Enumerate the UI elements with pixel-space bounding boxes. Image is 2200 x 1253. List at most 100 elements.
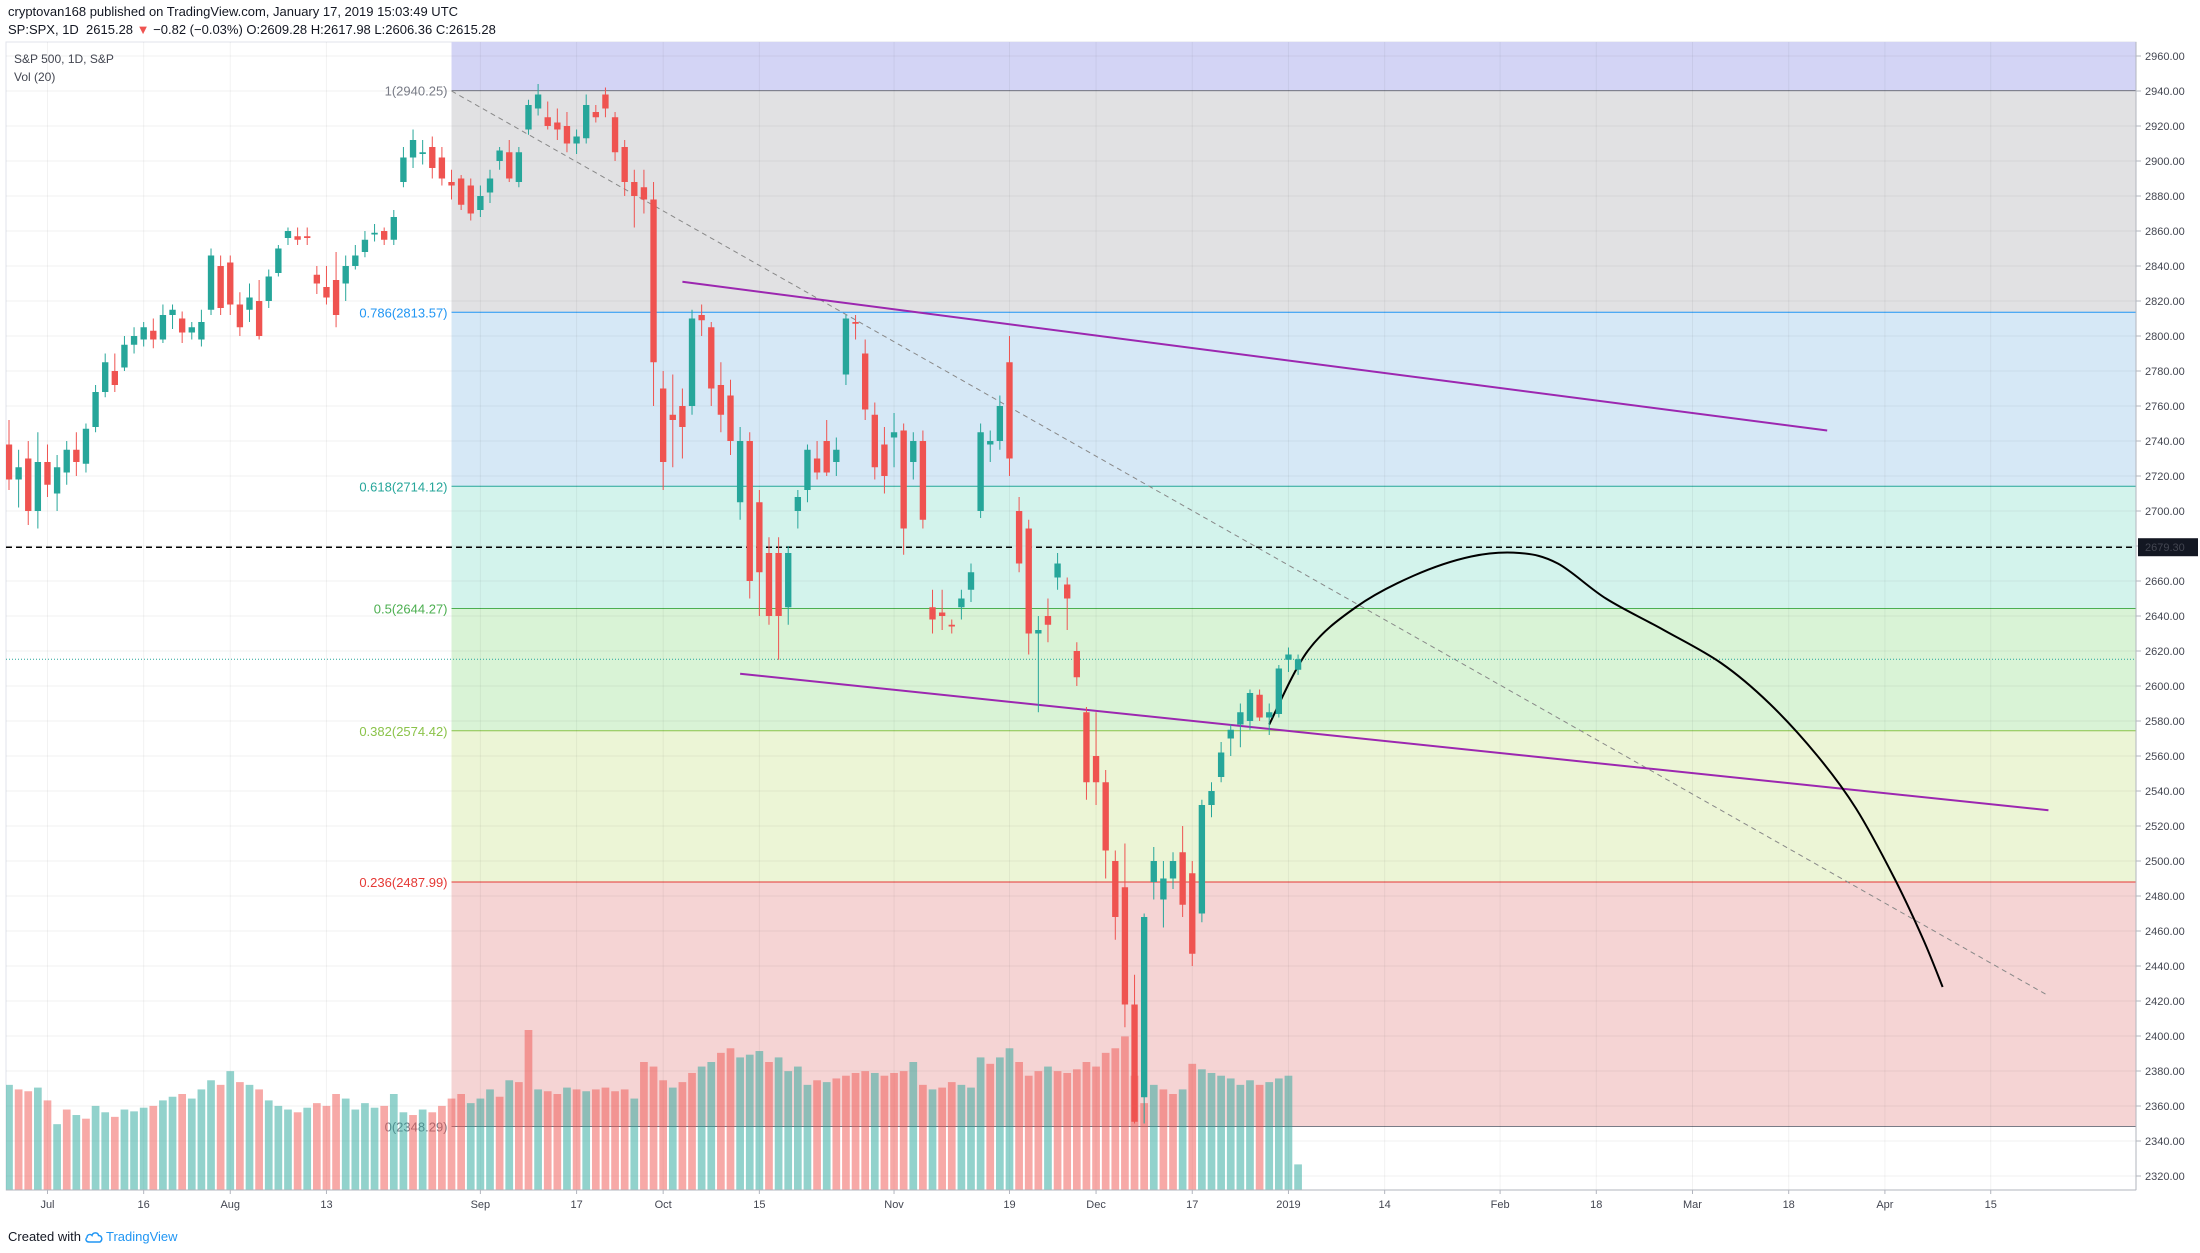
candle: [467, 178, 474, 221]
price-tick-label: 2820.00: [2145, 296, 2185, 308]
last-price: 2615.28: [86, 22, 134, 37]
candle-body: [727, 395, 734, 441]
brand-label: TradingView: [105, 1229, 178, 1244]
candle-body: [130, 336, 138, 345]
candle: [621, 140, 628, 196]
candle-body: [15, 467, 22, 480]
candle-body: [506, 152, 513, 179]
price-tick-label: 2640.00: [2145, 611, 2185, 623]
candle-body: [188, 327, 195, 333]
current-price-label: 2679.30: [2145, 542, 2185, 554]
price-tick-label: 2560.00: [2145, 751, 2185, 763]
volume-bar: [928, 1089, 937, 1190]
volume-bar: [120, 1109, 129, 1190]
volume-bar: [601, 1087, 610, 1190]
candle: [265, 269, 272, 308]
time-tick-label: 16: [138, 1199, 150, 1211]
candle-body: [361, 239, 369, 252]
series-legend[interactable]: S&P 500, 1D, S&P: [14, 52, 114, 66]
time-tick-label: Oct: [655, 1199, 672, 1211]
publisher-link[interactable]: cryptovan168: [8, 4, 87, 19]
candle-body: [862, 353, 869, 410]
volume-bar: [130, 1111, 138, 1190]
candle-body: [1073, 651, 1080, 678]
candle-body: [736, 441, 744, 503]
volume-bar: [726, 1048, 735, 1190]
candle-body: [313, 274, 321, 284]
candle: [217, 255, 224, 315]
candle: [708, 322, 715, 406]
candle: [419, 140, 426, 165]
volume-bar: [803, 1084, 812, 1190]
candle: [332, 252, 340, 328]
candle-body: [400, 157, 407, 182]
published-header: cryptovan168 published on TradingView.co…: [8, 4, 458, 19]
fib-level-label: 0.618(2714.12): [359, 479, 447, 494]
volume-bar: [139, 1107, 148, 1190]
candle: [390, 210, 397, 245]
price-tick-label: 2420.00: [2145, 996, 2185, 1008]
volume-bar: [466, 1103, 475, 1190]
candle: [1044, 598, 1052, 643]
volume-bar: [774, 1057, 783, 1190]
volume-bar: [207, 1080, 215, 1190]
fib-zone: [451, 90, 2136, 313]
candle-body: [534, 94, 542, 109]
candle-body: [255, 301, 263, 336]
fib-level-label: 0.382(2574.42): [359, 724, 447, 739]
fib-zone-top: [451, 42, 2136, 91]
candle: [1035, 616, 1042, 713]
volume-bar: [1169, 1094, 1177, 1190]
candle: [592, 105, 599, 123]
candle: [448, 169, 455, 200]
candle: [765, 537, 773, 625]
candle-body: [669, 414, 676, 420]
candle-body: [631, 182, 638, 196]
candle-body: [1217, 752, 1225, 777]
candle-body: [563, 126, 571, 144]
volume-bar: [53, 1124, 61, 1190]
candle-body: [63, 449, 70, 473]
volume-layer: [6, 1030, 1302, 1190]
volume-bar: [361, 1103, 369, 1190]
candle: [34, 432, 42, 529]
candle: [611, 112, 619, 161]
candle-body: [775, 553, 782, 616]
candle: [1227, 724, 1234, 756]
candle-body: [304, 236, 311, 238]
volume-bar: [919, 1084, 927, 1190]
candle: [1266, 703, 1273, 735]
candle-body: [342, 266, 349, 284]
candle-body: [381, 231, 388, 240]
candle-body: [1083, 712, 1090, 783]
volume-bar: [1284, 1075, 1293, 1190]
price-tick-label: 2440.00: [2145, 961, 2185, 973]
time-tick-label: 17: [1186, 1199, 1198, 1211]
volume-bar: [6, 1084, 13, 1190]
candle-body: [1044, 616, 1052, 625]
candle-body: [1150, 861, 1157, 882]
candle: [1169, 852, 1177, 889]
volume-bar: [553, 1094, 562, 1190]
volume-bar: [34, 1087, 42, 1190]
volume-bar: [264, 1100, 273, 1190]
volume-bar: [659, 1080, 668, 1190]
candle: [544, 101, 551, 130]
price-tick-label: 2520.00: [2145, 821, 2185, 833]
candle: [1064, 577, 1071, 630]
volume-bar: [1217, 1075, 1225, 1190]
volume-bar: [611, 1091, 619, 1190]
volume-bar: [697, 1066, 706, 1190]
volume-bar: [284, 1109, 292, 1190]
volume-bar: [438, 1105, 446, 1190]
volume-legend[interactable]: Vol (20): [14, 70, 56, 84]
candle-body: [621, 147, 628, 182]
fib-zone: [451, 730, 2136, 883]
candle: [246, 283, 253, 322]
tradingview-brand[interactable]: TradingView: [85, 1229, 178, 1244]
volume-bar: [24, 1091, 33, 1190]
candle-body: [938, 612, 946, 616]
volume-bar: [1178, 1089, 1187, 1190]
volume-bar: [717, 1052, 725, 1190]
